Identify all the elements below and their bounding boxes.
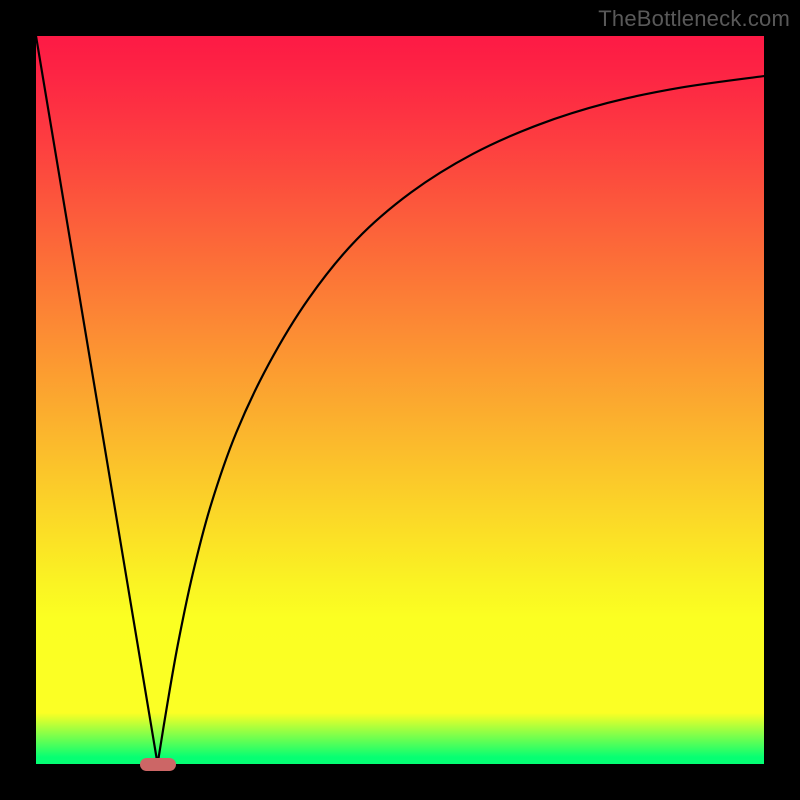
minimum-marker	[140, 758, 176, 771]
plot-area	[36, 36, 764, 764]
chart-container: TheBottleneck.com	[0, 0, 800, 800]
watermark-text: TheBottleneck.com	[598, 6, 790, 32]
